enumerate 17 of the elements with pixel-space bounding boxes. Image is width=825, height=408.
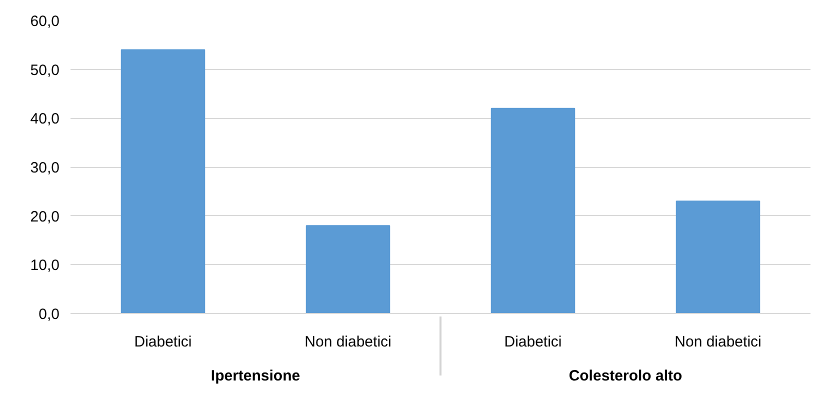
y-tick-label: 0,0: [38, 306, 60, 323]
y-tick-label: 40,0: [30, 110, 60, 128]
bar: [306, 225, 390, 314]
bar: [490, 108, 576, 314]
bar: [676, 200, 760, 314]
x-tick-label: Diabetici: [504, 334, 562, 350]
y-tick-label: 30,0: [30, 160, 60, 176]
x-tick-label: Non diabetici: [304, 334, 392, 350]
text: Colesterolo alto: [568, 368, 682, 384]
x-tick-label: Non diabetici: [674, 334, 762, 350]
y-tick-label: 50,0: [30, 62, 60, 79]
y-tick-label: 10,0: [30, 257, 60, 274]
y-tick-label: 20,0: [30, 208, 60, 226]
y-tick-label: 60,0: [30, 13, 60, 30]
text: Ipertensione: [210, 368, 300, 384]
x-tick-label: Diabetici: [134, 334, 192, 350]
bar: [120, 49, 206, 314]
